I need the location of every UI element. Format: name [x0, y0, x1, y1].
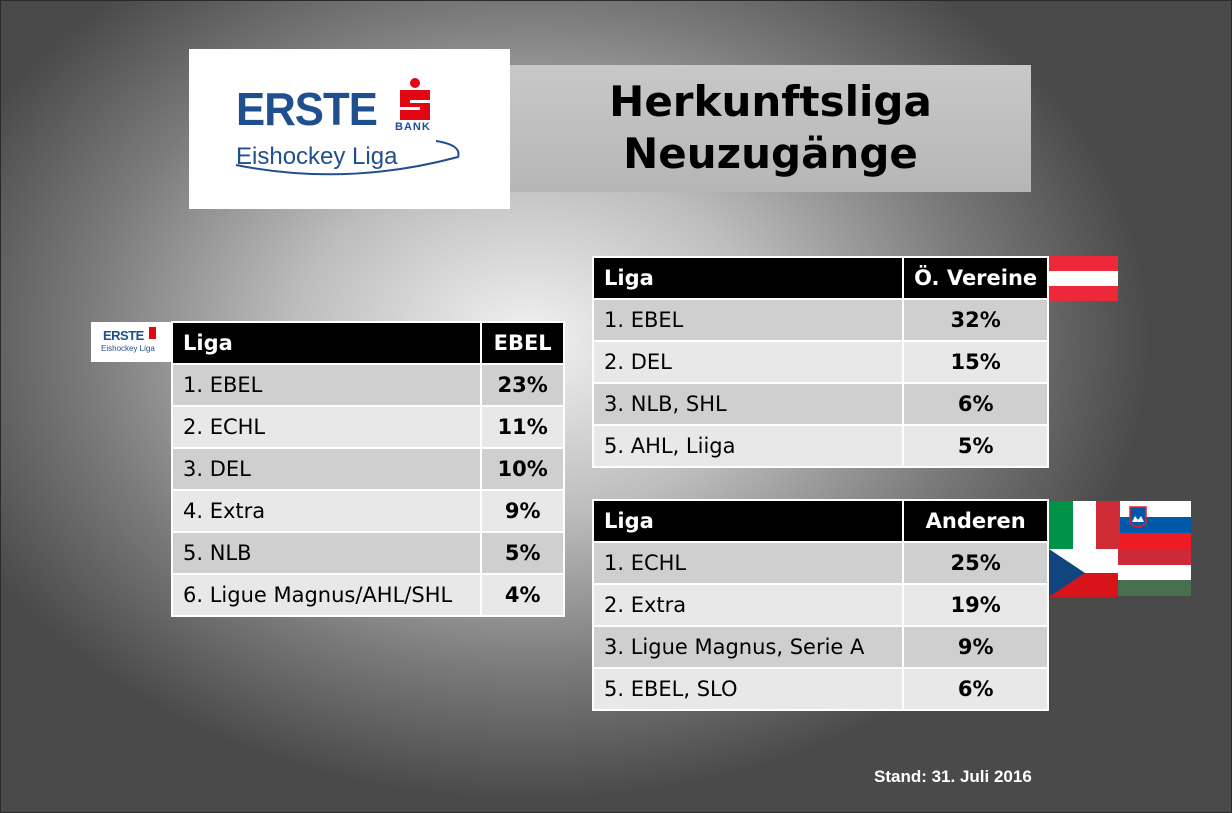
hungary-flag-icon [1118, 549, 1191, 596]
table-header-row: Liga Anderen [591, 499, 1049, 543]
table-row: 5. AHL, Liiga 5% [591, 424, 1049, 468]
liga-cell: 1. EBEL [591, 298, 905, 342]
liga-cell: 5. AHL, Liiga [591, 424, 905, 468]
anderen-table: Liga Anderen 1. ECHL 25% 2. Extra 19% 3. L… [591, 499, 1049, 711]
percent-cell: 15% [902, 340, 1049, 384]
table-row: 2. DEL 15% [591, 340, 1049, 384]
percent-cell: 9% [480, 489, 565, 533]
liga-cell: 3. Ligue Magnus, Serie A [591, 625, 905, 669]
header-ebel: EBEL [480, 321, 565, 365]
liga-cell: 2. DEL [591, 340, 905, 384]
small-sparkasse-icon [149, 327, 156, 339]
italy-flag-icon [1049, 501, 1120, 549]
header-anderen: Anderen [902, 499, 1049, 543]
title-line-1: Herkunftsliga [609, 77, 932, 126]
slovenia-flag-icon [1120, 501, 1191, 549]
percent-cell: 19% [902, 583, 1049, 627]
liga-cell: 4. Extra [170, 489, 483, 533]
table-row: 2. Extra 19% [591, 583, 1049, 627]
date-footnote: Stand: 31. Juli 2016 [874, 767, 1032, 786]
table-row: 3. NLB, SHL 6% [591, 382, 1049, 426]
liga-cell: 2. ECHL [170, 405, 483, 449]
percent-cell: 10% [480, 447, 565, 491]
czech-flag-icon [1049, 549, 1118, 597]
table-row: 3. Ligue Magnus, Serie A 9% [591, 625, 1049, 669]
percent-cell: 25% [902, 541, 1049, 585]
percent-cell: 9% [902, 625, 1049, 669]
table-row: 5. NLB 5% [170, 531, 565, 575]
table-row: 5. EBEL, SLO 6% [591, 667, 1049, 711]
liga-cell: 1. EBEL [170, 363, 483, 407]
table-header-row: Liga Ö. Vereine [591, 256, 1049, 300]
erste-logo [189, 49, 510, 209]
small-logo-brand: ERSTE [103, 328, 144, 343]
percent-cell: 32% [902, 298, 1049, 342]
oe-vereine-table: Liga Ö. Vereine 1. EBEL 32% 2. DEL 15% 3. … [591, 256, 1049, 468]
table-row: 1. EBEL 23% [170, 363, 565, 407]
logo-bank-text: BANK [395, 121, 431, 133]
page-title: Herkunftsliga Neuzugänge [510, 76, 1031, 180]
header-liga: Liga [591, 499, 905, 543]
table-row: 1. EBEL 32% [591, 298, 1049, 342]
liga-cell: 3. DEL [170, 447, 483, 491]
liga-cell: 2. Extra [591, 583, 905, 627]
title-line-2: Neuzugänge [623, 129, 918, 178]
header-liga: Liga [170, 321, 483, 365]
logo-brand-text: ERSTE [236, 83, 378, 135]
logo-swoosh-icon [235, 140, 460, 176]
header-liga: Liga [591, 256, 905, 300]
erste-small-logo: ERSTE Eishockey Liga [91, 322, 171, 362]
table-header-row: Liga EBEL [170, 321, 565, 365]
table-row: 2. ECHL 11% [170, 405, 565, 449]
liga-cell: 1. ECHL [591, 541, 905, 585]
austria-flag-icon [1049, 256, 1118, 301]
liga-cell: 6. Ligue Magnus/AHL/SHL [170, 573, 483, 617]
small-logo-subtitle: Eishockey Liga [101, 344, 155, 353]
percent-cell: 11% [480, 405, 565, 449]
header-oe-vereine: Ö. Vereine [902, 256, 1049, 300]
title-banner [510, 65, 1031, 192]
percent-cell: 5% [480, 531, 565, 575]
logo-subtitle: Eishockey Liga [236, 143, 398, 170]
percent-cell: 6% [902, 382, 1049, 426]
sparkasse-s-icon [400, 78, 430, 120]
percent-cell: 4% [480, 573, 565, 617]
table-row: 4. Extra 9% [170, 489, 565, 533]
liga-cell: 3. NLB, SHL [591, 382, 905, 426]
liga-cell: 5. EBEL, SLO [591, 667, 905, 711]
ebel-table: Liga EBEL 1. EBEL 23% 2. ECHL 11% 3. DEL 10… [170, 321, 565, 617]
table-row: 3. DEL 10% [170, 447, 565, 491]
percent-cell: 5% [902, 424, 1049, 468]
table-row: 6. Ligue Magnus/AHL/SHL 4% [170, 573, 565, 617]
percent-cell: 6% [902, 667, 1049, 711]
liga-cell: 5. NLB [170, 531, 483, 575]
percent-cell: 23% [480, 363, 565, 407]
table-row: 1. ECHL 25% [591, 541, 1049, 585]
